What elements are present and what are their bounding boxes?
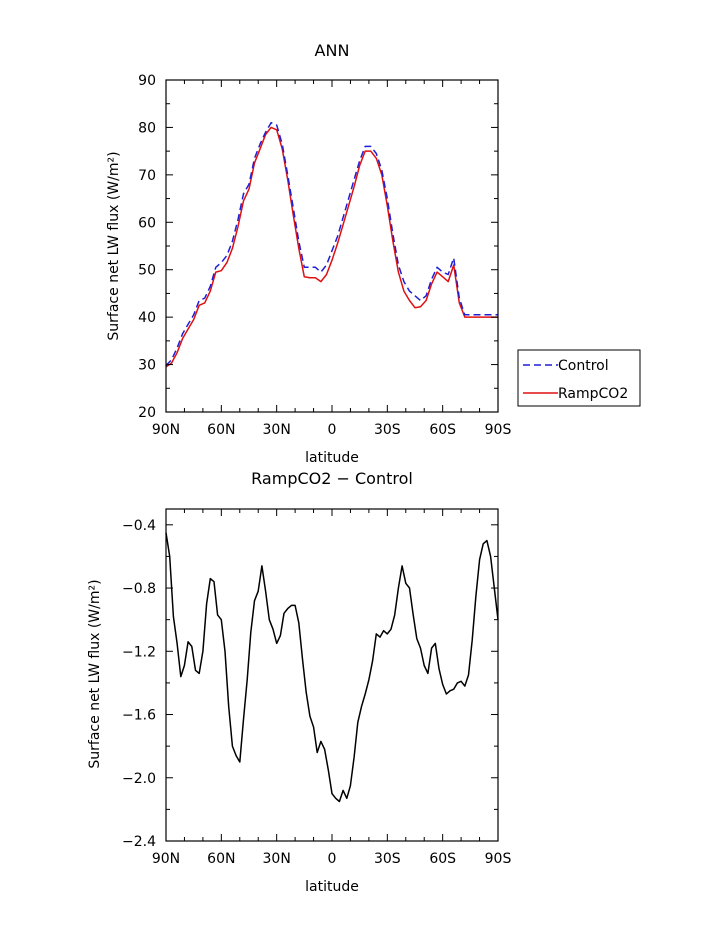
top-panel-x-tick-label: 90S [485, 422, 512, 438]
top-panel-x-tick-label: 30S [374, 422, 401, 438]
bottom-panel-x-tick-label: 60N [207, 851, 235, 867]
top-panel-x-tick-label: 30N [263, 422, 291, 438]
top-panel-x-tick-label: 60N [207, 422, 235, 438]
bottom-panel-y-tick-label: −0.8 [122, 581, 156, 597]
top-panel-y-tick-label: 60 [138, 215, 156, 231]
top-panel-y-tick-label: 40 [138, 310, 156, 326]
legend-box [517, 349, 641, 407]
top-panel-y-tick-label: 80 [138, 120, 156, 136]
top-panel-series-rampco2-line [165, 126, 498, 368]
bottom-panel-x-tick-label: 90S [485, 851, 512, 867]
bottom-panel-series-difference-line [165, 532, 499, 803]
top-panel: ANN 90N 60N 30N 0 30S 60S 90S2030405060708090 … [106, 41, 641, 466]
legend-label-control: Control [558, 358, 609, 374]
top-panel-y-tick-label: 70 [138, 168, 156, 184]
bottom-panel-x-tick-label: 60S [429, 851, 456, 867]
bottom-panel-y-tick-label: −1.6 [122, 708, 156, 724]
top-panel-series [165, 121, 498, 368]
top-panel-x-axis-label: latitude [305, 450, 359, 466]
legend: Control RampCO2 [517, 349, 641, 407]
top-panel-y-axis-label: Surface net LW flux (W/m²) [106, 151, 122, 340]
bottom-panel-x-tick-label: 30S [374, 851, 401, 867]
top-panel-ticks: 90N 60N 30N 0 30S 60S 90S 20 30 40 50 60 70 80 90 [138, 73, 511, 438]
bottom-panel-title: RampCO2 − Control [251, 469, 413, 488]
top-panel-x-tick-label: 60S [429, 422, 456, 438]
top-panel-series-control-line [165, 121, 498, 367]
bottom-panel-x-tick-label: 30N [263, 851, 291, 867]
top-panel-y-tick-label: 50 [138, 263, 156, 279]
top-panel-x-tick-label: 0 [328, 422, 337, 438]
bottom-panel-ticks: 90N 60N 30N 0 30S 60S 90S −2.4 −2.0 −1.6 −1.2 −0.8 −… [122, 509, 511, 867]
top-panel-y-tick-label: 90 [138, 73, 156, 89]
top-panel-y-tick-label: 30 [138, 358, 156, 374]
top-panel-x-tick-label: 90N [152, 422, 180, 438]
bottom-panel-x-tick-label: 90N [152, 851, 180, 867]
legend-label-rampco2: RampCO2 [558, 386, 628, 402]
bottom-panel: RampCO2 − Control 90N 60N 30N 0 30S 60S 90S −2.… [87, 469, 511, 895]
bottom-panel-series [165, 532, 499, 803]
bottom-panel-y-tick-label: −2.4 [122, 834, 156, 850]
bottom-panel-y-axis-label: Surface net LW flux (W/m²) [87, 579, 103, 768]
top-panel-title: ANN [315, 41, 350, 60]
bottom-panel-y-tick-label: −2.0 [122, 771, 156, 787]
top-panel-y-tick-label: 20 [138, 405, 156, 421]
bottom-panel-x-tick-label: 0 [328, 851, 337, 867]
bottom-panel-x-axis-label: latitude [305, 879, 359, 895]
bottom-panel-y-tick-label: −1.2 [122, 644, 156, 660]
bottom-panel-y-tick-label: −0.4 [122, 518, 156, 534]
